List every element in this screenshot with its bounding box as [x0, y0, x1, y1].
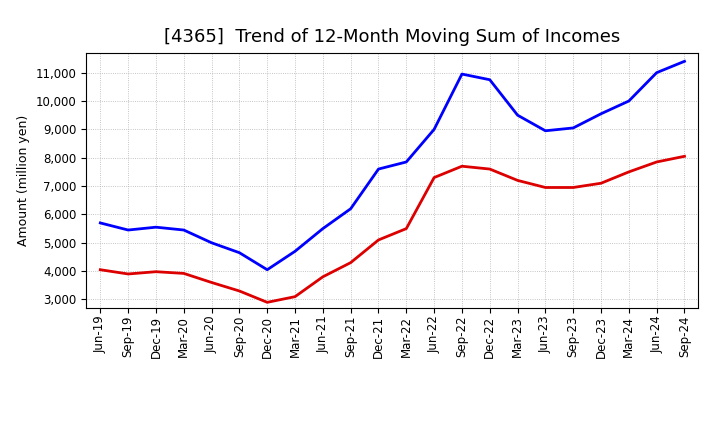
Line: Ordinary Income: Ordinary Income: [100, 61, 685, 270]
Ordinary Income: [458, 71, 467, 77]
Ordinary Income: [541, 128, 550, 133]
Net Income: [458, 164, 467, 169]
Ordinary Income: [513, 113, 522, 118]
Net Income: [152, 269, 161, 275]
Ordinary Income: [152, 224, 161, 230]
Net Income: [569, 185, 577, 190]
Net Income: [263, 300, 271, 305]
Ordinary Income: [624, 99, 633, 104]
Ordinary Income: [263, 267, 271, 272]
Net Income: [513, 178, 522, 183]
Ordinary Income: [430, 127, 438, 132]
Ordinary Income: [318, 226, 327, 231]
Net Income: [291, 294, 300, 299]
Ordinary Income: [680, 59, 689, 64]
Net Income: [235, 288, 243, 293]
Net Income: [96, 267, 104, 272]
Net Income: [597, 180, 606, 186]
Net Income: [402, 226, 410, 231]
Y-axis label: Amount (million yen): Amount (million yen): [17, 115, 30, 246]
Ordinary Income: [96, 220, 104, 226]
Title: [4365]  Trend of 12-Month Moving Sum of Incomes: [4365] Trend of 12-Month Moving Sum of I…: [164, 28, 621, 46]
Ordinary Income: [374, 166, 383, 172]
Ordinary Income: [652, 70, 661, 75]
Line: Net Income: Net Income: [100, 156, 685, 302]
Ordinary Income: [179, 227, 188, 233]
Net Income: [541, 185, 550, 190]
Ordinary Income: [346, 206, 355, 211]
Net Income: [346, 260, 355, 265]
Net Income: [485, 166, 494, 172]
Ordinary Income: [291, 249, 300, 254]
Ordinary Income: [597, 111, 606, 117]
Net Income: [318, 274, 327, 279]
Net Income: [124, 271, 132, 277]
Ordinary Income: [207, 240, 216, 246]
Net Income: [652, 159, 661, 165]
Net Income: [374, 237, 383, 242]
Net Income: [430, 175, 438, 180]
Ordinary Income: [569, 125, 577, 131]
Ordinary Income: [235, 250, 243, 255]
Net Income: [207, 280, 216, 285]
Net Income: [624, 169, 633, 175]
Net Income: [179, 271, 188, 276]
Ordinary Income: [402, 159, 410, 165]
Net Income: [680, 154, 689, 159]
Ordinary Income: [485, 77, 494, 82]
Ordinary Income: [124, 227, 132, 233]
